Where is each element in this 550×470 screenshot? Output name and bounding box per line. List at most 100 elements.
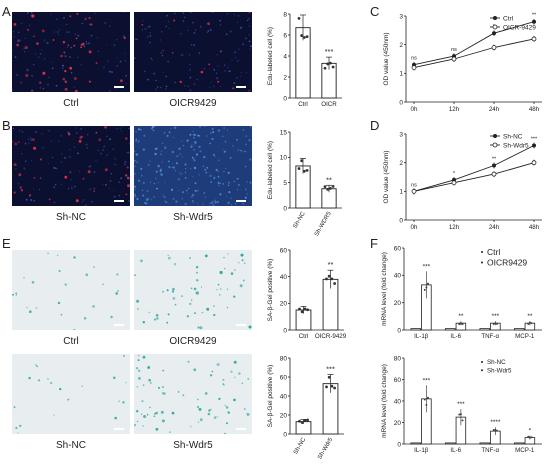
cell-dot	[62, 77, 65, 81]
cell-dot	[216, 200, 219, 204]
cell-dot	[66, 31, 68, 33]
x-tick-label: IL-1β	[414, 333, 429, 340]
data-point	[491, 45, 497, 50]
x-tick-label: TNF-α	[481, 447, 499, 454]
chart-e-bottom: 0 20 40 60 80 SA-β-Gel positive (%) Sh-NC *** Sh…	[267, 355, 344, 461]
micro-e-oicr	[134, 250, 252, 330]
cell-dot	[187, 29, 189, 31]
cell-dot	[42, 147, 44, 149]
y-axis-label: mRNA level (fold change)	[381, 252, 388, 326]
panel-letter-c: C	[370, 4, 380, 19]
panel-letter-a: A	[2, 4, 11, 19]
significance-label: ***	[423, 377, 431, 384]
cell-dot	[42, 87, 45, 90]
cell-dot	[212, 204, 215, 206]
cell-dot	[134, 173, 136, 175]
cell-dot	[128, 200, 130, 202]
cell-dot	[135, 153, 139, 156]
x-tick-label: 0h	[411, 106, 418, 113]
cell-dot	[39, 53, 42, 55]
cell-dot	[213, 416, 217, 419]
cell-dot	[29, 195, 31, 197]
cell-dot	[236, 138, 238, 141]
fluor-dots-a-oicr	[134, 12, 252, 92]
cell-dot	[123, 35, 125, 38]
panel-letter-d: D	[370, 118, 380, 133]
cell-dot	[73, 86, 75, 88]
cell-dot	[107, 60, 109, 62]
stain-dots-e-ctrl	[12, 252, 124, 330]
bar	[410, 442, 421, 445]
legend-label: OICR9429	[487, 257, 527, 267]
cell-dot	[108, 187, 110, 189]
cell-dot	[141, 175, 143, 177]
cell-dot	[213, 178, 215, 180]
cell-dot	[237, 21, 239, 23]
cell-dot	[180, 173, 183, 175]
data-point	[300, 34, 304, 37]
cell-dot	[248, 25, 250, 27]
cell-dot	[21, 22, 23, 25]
cell-dot	[216, 363, 220, 366]
cell-dot	[37, 56, 40, 58]
cell-dot	[174, 81, 177, 84]
cell-dot	[39, 81, 42, 84]
cell-dot	[26, 12, 29, 14]
cell-dot	[145, 202, 148, 205]
cell-dot	[246, 412, 250, 416]
cell-dot	[213, 176, 216, 179]
cell-dot	[37, 379, 41, 382]
cell-dot	[244, 165, 247, 168]
cell-dot	[161, 392, 165, 395]
image-label-b-shnc: Sh-NC	[55, 212, 86, 223]
cell-dot	[85, 42, 88, 45]
cell-dot	[184, 177, 187, 179]
cell-dot	[26, 306, 28, 309]
cell-dot	[200, 286, 203, 288]
cell-dot	[208, 409, 211, 412]
y-tick-label: 60	[280, 374, 288, 381]
cell-dot	[171, 166, 173, 168]
stain-dots-e-shnc	[13, 355, 127, 434]
y-axis-label: SA-β-Gel positive (%)	[267, 365, 274, 428]
cell-dot	[203, 67, 206, 70]
cell-dot	[171, 150, 174, 154]
cell-dot	[149, 160, 151, 162]
cell-dot	[192, 176, 194, 178]
cell-dot	[105, 184, 107, 186]
significance-label: ns	[451, 47, 457, 53]
chart-f-top: 0 20 40 60 mRNA level (fold change) *** IL-1β *…	[381, 245, 542, 340]
cell-dot	[33, 199, 36, 202]
cell-dot	[169, 431, 171, 433]
cell-dot	[15, 426, 18, 430]
cell-dot	[160, 51, 163, 54]
x-tick-label: Sh-Wdr5	[317, 436, 334, 460]
cell-dot	[153, 182, 155, 185]
cell-dot	[24, 142, 27, 145]
cell-dot	[224, 432, 226, 434]
micro-b-shnc	[12, 126, 130, 206]
cell-dot	[17, 39, 19, 41]
significance-label: ***	[325, 47, 334, 56]
scale-bar	[236, 428, 246, 430]
cell-dot	[174, 12, 176, 15]
cell-dot	[175, 200, 178, 203]
cell-dot	[177, 391, 180, 393]
cell-dot	[247, 17, 250, 20]
cell-dot	[230, 204, 232, 206]
cell-dot	[143, 415, 147, 418]
data-point	[532, 143, 536, 148]
y-tick-label: 0	[283, 95, 287, 102]
cell-dot	[12, 50, 13, 52]
cell-dot	[35, 307, 38, 309]
cell-dot	[200, 70, 204, 74]
cell-dot	[30, 12, 33, 14]
cell-dot	[204, 168, 207, 171]
cell-dot	[80, 46, 82, 49]
cell-dot	[146, 413, 149, 416]
y-tick-label: 0	[399, 217, 403, 224]
cell-dot	[147, 78, 149, 81]
cell-dot	[12, 89, 14, 92]
cell-dot	[142, 384, 145, 387]
cell-dot	[129, 142, 130, 145]
